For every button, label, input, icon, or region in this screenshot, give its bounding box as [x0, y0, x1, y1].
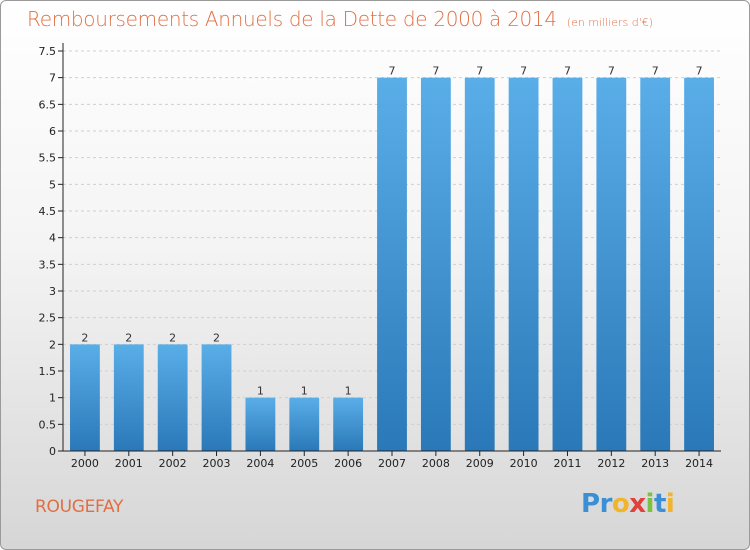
bar: [552, 77, 583, 452]
x-tick-label: 2005: [290, 457, 318, 470]
x-tick-label: 2013: [641, 457, 669, 470]
x-tick-label: 2003: [203, 457, 231, 470]
data-label: 7: [520, 65, 527, 78]
data-label: 1: [345, 385, 352, 398]
y-tick-label: 2.5: [39, 312, 57, 325]
bar: [70, 344, 100, 451]
data-label: 2: [213, 331, 220, 344]
y-tick-label: 4.5: [39, 205, 57, 218]
chart-title: Remboursements Annuels de la Dette de 20…: [27, 7, 653, 31]
bar: [333, 397, 364, 451]
x-tick-label: 2010: [510, 457, 538, 470]
bar: [377, 77, 407, 452]
bar: [464, 77, 495, 452]
y-tick-label: 0: [49, 445, 56, 458]
bar: [113, 344, 144, 451]
data-label: 1: [301, 385, 308, 398]
bar: [201, 344, 232, 451]
data-label: 2: [169, 331, 176, 344]
y-tick-label: 4: [49, 232, 56, 245]
bar: [157, 344, 188, 451]
data-label: 7: [608, 65, 615, 78]
data-label: 2: [81, 331, 88, 344]
bar: [420, 77, 451, 452]
data-label: 7: [696, 65, 703, 78]
bar: [640, 77, 671, 452]
y-tick-label: 7.5: [39, 45, 57, 58]
logo-letter: t: [653, 489, 666, 519]
x-tick-label: 2002: [159, 457, 187, 470]
data-label: 1: [257, 385, 264, 398]
data-label: 7: [432, 65, 439, 78]
y-tick-label: 6.5: [39, 98, 57, 111]
bar: [684, 77, 714, 452]
chart-title-text: Remboursements Annuels de la Dette de 20…: [27, 7, 557, 31]
x-tick-label: 2009: [466, 457, 494, 470]
logo-letter: r: [599, 489, 613, 519]
x-tick-label: 2004: [246, 457, 274, 470]
proxiti-logo: Proxiti: [581, 489, 675, 519]
y-tick-label: 2: [49, 338, 56, 351]
y-tick-label: 6: [49, 125, 56, 138]
y-tick-label: 5: [49, 178, 56, 191]
bars: [70, 77, 714, 452]
axes: [58, 43, 721, 456]
y-tick-label: 0.5: [39, 418, 57, 431]
y-tick-label: 1.5: [39, 365, 57, 378]
logo-letter: i: [645, 489, 655, 519]
data-label: 7: [564, 65, 571, 78]
y-tick-label: 3.5: [39, 258, 57, 271]
bar: [596, 77, 627, 452]
x-tick-label: 2014: [685, 457, 713, 470]
y-tick-label: 5.5: [39, 152, 57, 165]
data-label: 7: [476, 65, 483, 78]
y-tick-label: 3: [49, 285, 56, 298]
data-label: 7: [652, 65, 659, 78]
data-label: 2: [125, 331, 132, 344]
bar: [508, 77, 539, 452]
bar: [289, 397, 320, 451]
x-tick-label: 2006: [334, 457, 362, 470]
x-tick-label: 2007: [378, 457, 406, 470]
labels: 0 0.5 1 1.5 2 2.5 3 3.5 4 4.5 5 5.5 6 6.5 7 7.5 2 2000 2 20…: [39, 45, 714, 470]
logo-letter: i: [665, 489, 675, 519]
logo-letter: o: [611, 489, 630, 519]
logo-letter: P: [581, 489, 600, 519]
x-tick-label: 2012: [597, 457, 625, 470]
y-tick-label: 1: [49, 392, 56, 405]
chart-unit: (en milliers d'€): [566, 16, 654, 29]
x-tick-label: 2000: [71, 457, 99, 470]
commune-name: ROUGEFAY: [35, 497, 124, 517]
x-tick-label: 2008: [422, 457, 450, 470]
logo-letter: x: [629, 489, 646, 519]
bar: [245, 397, 276, 451]
x-tick-label: 2011: [553, 457, 581, 470]
y-tick-label: 7: [49, 72, 56, 85]
x-tick-label: 2001: [115, 457, 143, 470]
data-label: 7: [389, 65, 396, 78]
